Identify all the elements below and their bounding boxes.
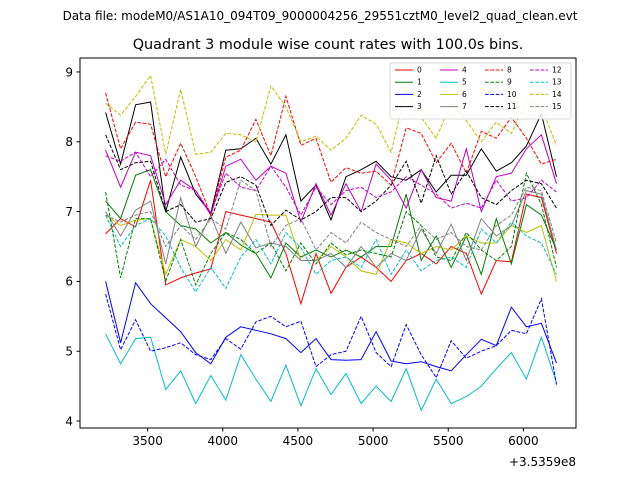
series-line-11	[105, 134, 557, 227]
series-line-9	[105, 171, 557, 287]
y-tick-label: 5	[65, 345, 73, 359]
y-tick-label: 8	[65, 135, 73, 149]
y-tick-label: 4	[65, 414, 73, 428]
y-tick-label: 6	[65, 275, 73, 289]
series-lines	[105, 74, 557, 412]
series-line-0	[105, 180, 557, 306]
x-tick-label: 4000	[208, 434, 239, 448]
legend-label-3: 3	[417, 102, 422, 111]
legend-label-2: 2	[417, 90, 422, 99]
legend-label-8: 8	[507, 66, 512, 75]
legend-label-1: 1	[417, 78, 422, 87]
chart-title: Quadrant 3 module wise count rates with …	[133, 37, 524, 53]
x-offset-label: +3.5359e8	[509, 455, 576, 469]
x-tick-label: 4500	[283, 434, 314, 448]
y-tick-label: 7	[65, 205, 73, 219]
x-tick-label: 3500	[132, 434, 163, 448]
series-line-4	[105, 133, 557, 224]
legend-label-12: 12	[552, 66, 562, 75]
series-line-7	[105, 190, 557, 269]
series-line-12	[105, 151, 557, 217]
plot-frame	[79, 57, 577, 429]
axis-ticks: 3500 4000 4500 5000 5500 6000 4 5 6 7 8 9	[65, 65, 538, 448]
series-line-14	[105, 74, 557, 155]
series-line-3	[105, 101, 557, 222]
y-tick-label: 9	[65, 65, 73, 79]
legend-label-7: 7	[462, 102, 467, 111]
x-tick-label: 6000	[508, 434, 539, 448]
legend-label-11: 11	[507, 102, 517, 111]
series-line-2	[105, 281, 557, 372]
legend-label-9: 9	[507, 78, 512, 87]
x-tick-label: 5000	[358, 434, 389, 448]
legend-label-15: 15	[552, 102, 562, 111]
series-line-5	[105, 333, 557, 412]
series-line-13	[105, 214, 557, 293]
legend-label-4: 4	[462, 66, 467, 75]
series-line-8	[105, 92, 557, 217]
chart-suptitle: Data file: modeM0/AS1A10_094T09_90000042…	[63, 9, 578, 23]
legend-label-5: 5	[462, 78, 467, 87]
legend-label-14: 14	[552, 90, 562, 99]
series-line-15	[105, 179, 557, 251]
legend-label-6: 6	[462, 90, 467, 99]
legend-label-0: 0	[417, 66, 422, 75]
x-tick-label: 5500	[433, 434, 464, 448]
legend-frame	[389, 62, 572, 120]
legend-label-10: 10	[507, 90, 517, 99]
legend-label-13: 13	[552, 78, 562, 87]
series-line-10	[105, 293, 557, 385]
